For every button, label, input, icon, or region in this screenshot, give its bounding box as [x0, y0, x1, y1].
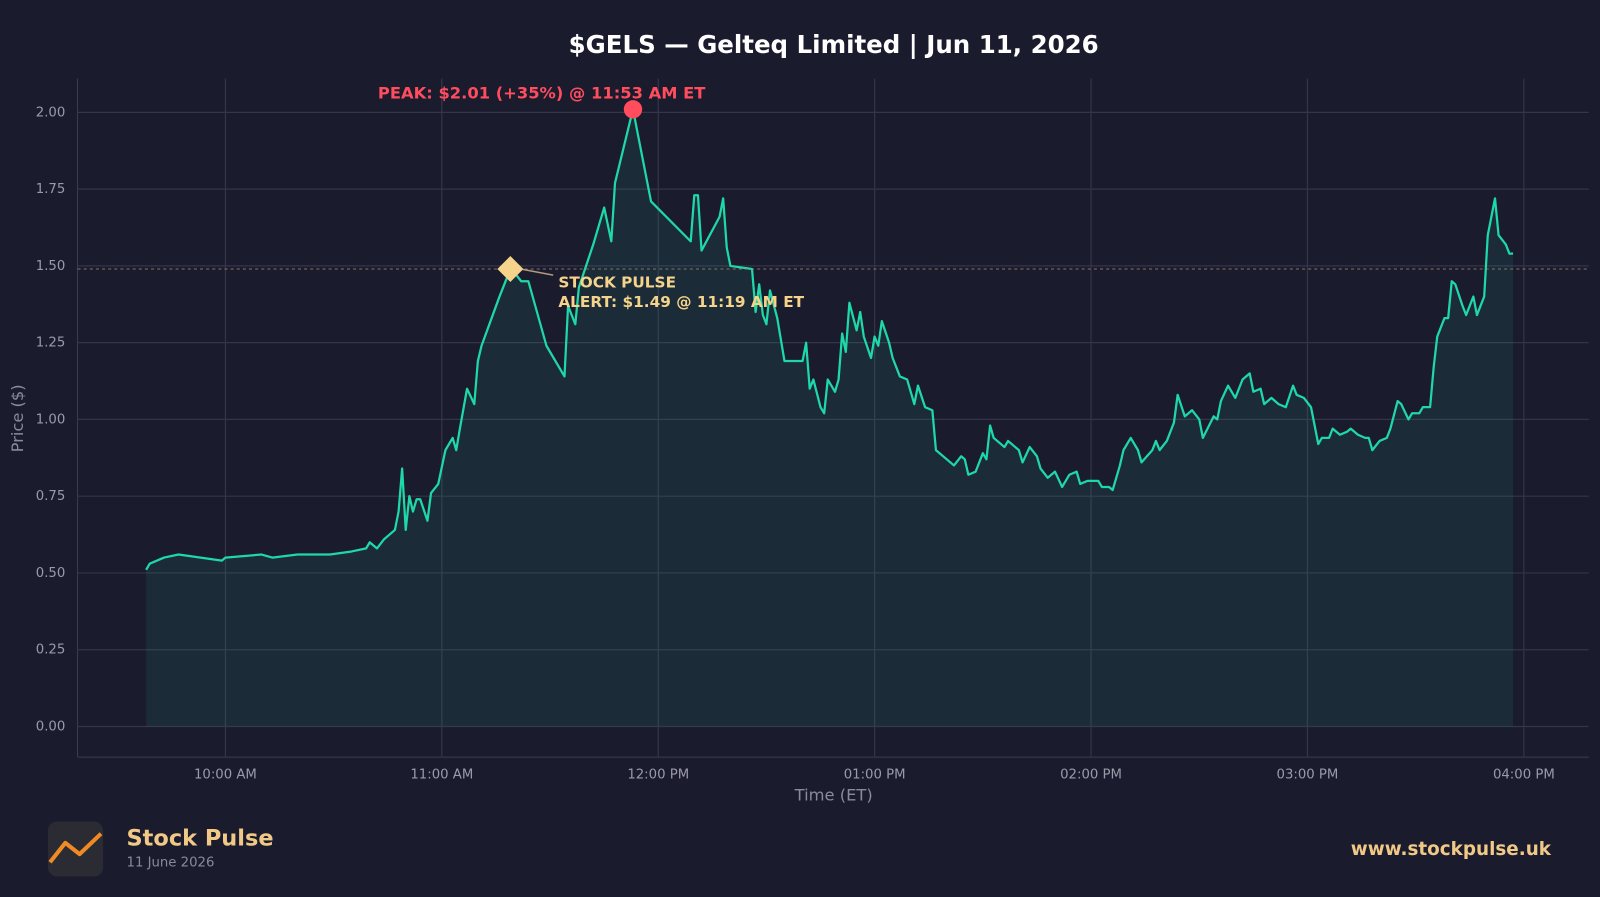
annotation-connector	[520, 268, 554, 276]
footer-url: www.stockpulse.uk	[1351, 839, 1552, 860]
y-tick-label: 0.75	[36, 489, 66, 504]
y-tick-label: 0.50	[36, 566, 66, 581]
x-tick-label: 04:00 PM	[1493, 768, 1555, 783]
area-fill	[146, 109, 1514, 727]
x-tick-label: 10:00 AM	[194, 768, 257, 783]
grid: 0.00 0.25 0.50 0.75 1.00 1.25 1.50 1.75 2.00 10:0…	[36, 78, 1589, 783]
y-tick-label: 2.00	[36, 105, 66, 120]
y-tick-label: 0.25	[36, 643, 66, 658]
x-tick-label: 11:00 AM	[410, 768, 473, 783]
x-tick-label: 12:00 PM	[627, 768, 689, 783]
logo-icon	[48, 832, 103, 864]
x-tick-label: 03:00 PM	[1277, 768, 1339, 783]
y-tick-label: 1.50	[36, 259, 66, 274]
y-tick-label: 1.25	[36, 336, 66, 351]
peak-marker	[623, 100, 643, 119]
x-axis-label: Time (ET)	[794, 785, 873, 804]
alert-label: ALERT: $1.49 @ 11:19 AM ET	[558, 293, 804, 311]
price-line	[145, 108, 1514, 571]
brand-name: Stock Pulse	[127, 825, 274, 851]
chart-title: $GELS — Gelteq Limited | Jun 11, 2026	[569, 30, 1099, 59]
y-tick-label: 1.75	[36, 182, 66, 197]
y-tick-label: 0.00	[36, 719, 66, 734]
alert-label: STOCK PULSE	[558, 274, 676, 292]
plot: PEAK: $2.01 (+35%) @ 11:53 AM ET STOCK PU…	[77, 84, 1589, 727]
x-tick-label: 02:00 PM	[1060, 768, 1122, 783]
peak-label: PEAK: $2.01 (+35%) @ 11:53 AM ET	[378, 84, 706, 103]
footer-date: 11 June 2026	[127, 855, 215, 870]
y-tick-label: 1.00	[36, 412, 66, 427]
x-tick-label: 01:00 PM	[844, 768, 906, 783]
y-axis-label: Price ($)	[8, 384, 27, 452]
alert-marker	[497, 255, 524, 282]
